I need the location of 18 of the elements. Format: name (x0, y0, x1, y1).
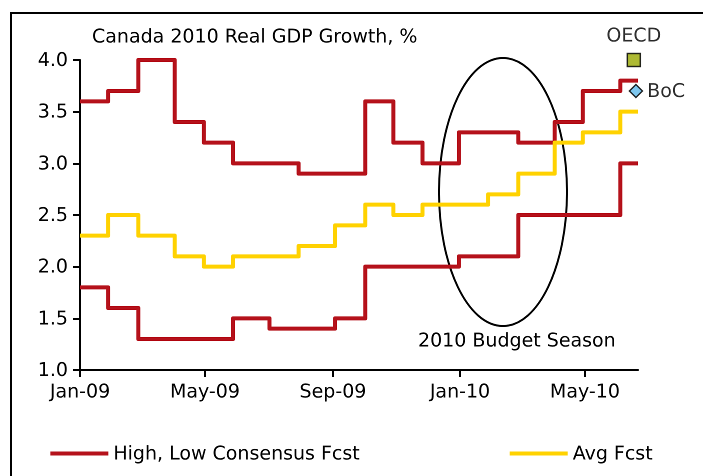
x-tick-label: Sep-09 (300, 380, 366, 402)
y-tick-label: 2.0 (38, 256, 68, 278)
x-tick-label: Jan-10 (428, 380, 490, 402)
y-tick-label: 1.0 (38, 359, 68, 381)
series-label: OECD (606, 24, 662, 46)
legend-label: Avg Fcst (572, 442, 653, 464)
x-tick-label: May-10 (550, 380, 620, 402)
legend-label: High, Low Consensus Fcst (113, 442, 360, 464)
y-tick-label: 4.0 (38, 49, 68, 71)
x-tick-label: Jan-09 (48, 380, 110, 402)
series-label: BoC (647, 80, 686, 102)
y-tick-label: 3.5 (38, 100, 68, 123)
chart-title: Canada 2010 Real GDP Growth, % (92, 26, 418, 48)
y-tick-label: 1.5 (38, 307, 68, 330)
y-tick-label: 3.0 (38, 152, 68, 174)
annotation: 2010 Budget Season (418, 330, 616, 352)
y-tick-label: 2.5 (38, 204, 68, 226)
x-tick-label: May-09 (170, 380, 240, 402)
